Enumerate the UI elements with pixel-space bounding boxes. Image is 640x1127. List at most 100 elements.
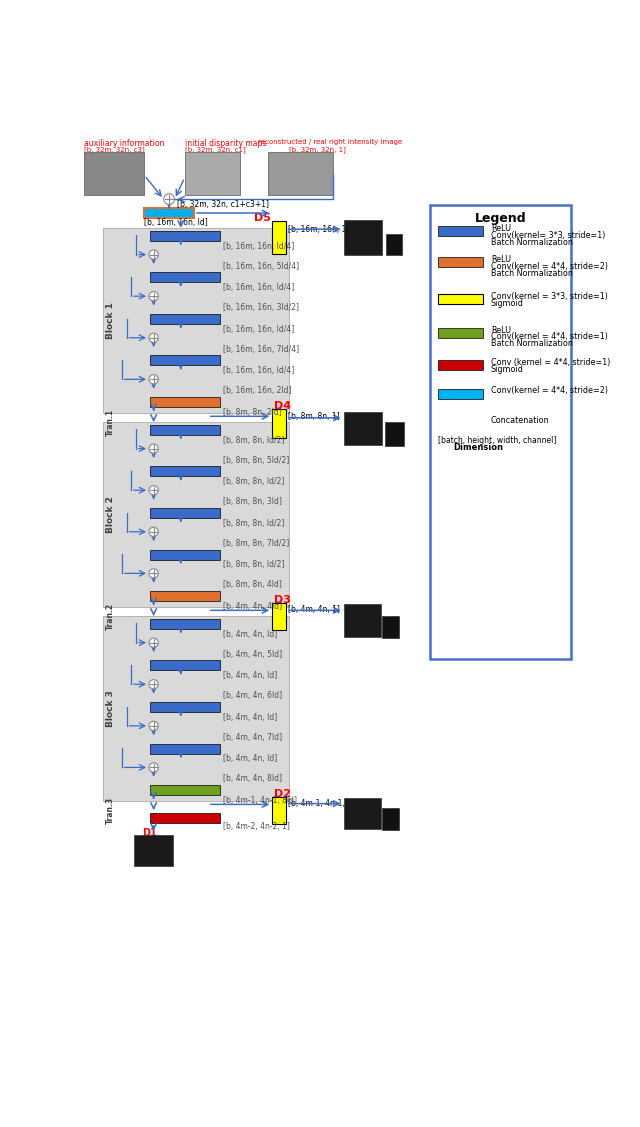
Text: [b, 16m, 16n, 1]: [b, 16m, 16n, 1] bbox=[289, 224, 350, 233]
Circle shape bbox=[442, 415, 454, 427]
FancyBboxPatch shape bbox=[344, 798, 381, 829]
Text: [b, 16m, 16n, 2ld]: [b, 16m, 16n, 2ld] bbox=[223, 387, 292, 396]
Text: [b, 4m-2, 4n-2, 1]: [b, 4m-2, 4n-2, 1] bbox=[223, 823, 291, 832]
FancyBboxPatch shape bbox=[382, 616, 399, 638]
Circle shape bbox=[149, 334, 158, 343]
Text: Sigmoid: Sigmoid bbox=[491, 365, 524, 374]
FancyBboxPatch shape bbox=[272, 409, 286, 438]
FancyBboxPatch shape bbox=[438, 328, 483, 338]
FancyBboxPatch shape bbox=[150, 467, 220, 477]
FancyBboxPatch shape bbox=[150, 660, 220, 671]
Text: [b, 4m, 4n, ld]: [b, 4m, 4n, ld] bbox=[223, 754, 278, 763]
FancyBboxPatch shape bbox=[103, 615, 289, 801]
Text: Concatenation: Concatenation bbox=[491, 416, 549, 425]
Text: Batch Normalization: Batch Normalization bbox=[491, 268, 573, 277]
Text: [b, 4m, 4n, 1]: [b, 4m, 4n, 1] bbox=[289, 605, 340, 614]
Text: [b, 32m, 32n, 1]: [b, 32m, 32n, 1] bbox=[289, 147, 346, 153]
Text: ReLU: ReLU bbox=[491, 326, 511, 335]
Text: Batch Normalization: Batch Normalization bbox=[491, 339, 573, 348]
FancyBboxPatch shape bbox=[438, 227, 483, 237]
Text: [b, 8m, 8n, 4ld]: [b, 8m, 8n, 4ld] bbox=[223, 580, 282, 589]
Text: [b, 16m, 16n, ld/4]: [b, 16m, 16n, ld/4] bbox=[223, 366, 294, 375]
Circle shape bbox=[149, 638, 158, 647]
Text: [b, 4m, 4n, 5ld]: [b, 4m, 4n, 5ld] bbox=[223, 650, 282, 658]
Text: [b, 16m, 16n, ld/4]: [b, 16m, 16n, ld/4] bbox=[223, 241, 294, 250]
Text: Tran.2: Tran.2 bbox=[106, 603, 115, 630]
FancyBboxPatch shape bbox=[84, 152, 145, 195]
Circle shape bbox=[149, 374, 158, 384]
Text: [b, 8m, 8n, 1]: [b, 8m, 8n, 1] bbox=[289, 411, 340, 420]
Text: Sigmoid: Sigmoid bbox=[491, 299, 524, 308]
Circle shape bbox=[149, 444, 158, 453]
Text: Conv (kernel = 4*4, stride=1): Conv (kernel = 4*4, stride=1) bbox=[491, 358, 610, 367]
FancyBboxPatch shape bbox=[103, 421, 289, 607]
Text: [b, 16m, 16n, 3ld/2]: [b, 16m, 16n, 3ld/2] bbox=[223, 303, 300, 312]
Text: Batch Normalization: Batch Normalization bbox=[491, 238, 573, 247]
FancyBboxPatch shape bbox=[385, 423, 404, 445]
Circle shape bbox=[149, 763, 158, 772]
Text: Conv(kernel = 4*4, stride=1): Conv(kernel = 4*4, stride=1) bbox=[491, 332, 607, 341]
FancyBboxPatch shape bbox=[272, 797, 286, 824]
Text: Tran.3: Tran.3 bbox=[106, 797, 115, 824]
FancyBboxPatch shape bbox=[150, 231, 220, 241]
FancyBboxPatch shape bbox=[150, 786, 220, 796]
Text: Legend: Legend bbox=[475, 212, 527, 225]
FancyBboxPatch shape bbox=[438, 294, 483, 304]
Text: [b, 8m, 8n, 5ld/2]: [b, 8m, 8n, 5ld/2] bbox=[223, 455, 290, 464]
FancyBboxPatch shape bbox=[344, 220, 382, 255]
FancyBboxPatch shape bbox=[184, 152, 241, 195]
Text: auxiliary information: auxiliary information bbox=[84, 139, 164, 148]
Text: Tran.1: Tran.1 bbox=[106, 409, 115, 436]
Text: Block 3: Block 3 bbox=[106, 690, 115, 727]
Text: [b, 4m, 4n, 6ld]: [b, 4m, 4n, 6ld] bbox=[223, 691, 282, 700]
Circle shape bbox=[164, 194, 175, 204]
Text: [b, 8m, 8n, ld/2]: [b, 8m, 8n, ld/2] bbox=[223, 560, 285, 569]
Text: [b, 8m, 8n, ld/2]: [b, 8m, 8n, ld/2] bbox=[223, 436, 285, 445]
FancyBboxPatch shape bbox=[386, 233, 402, 256]
Text: [b, 8m, 8n, 2ld]: [b, 8m, 8n, 2ld] bbox=[223, 408, 282, 417]
Text: [b, 16m, 16n, ld/4]: [b, 16m, 16n, ld/4] bbox=[223, 283, 294, 292]
Text: [b, 8m, 8n, ld/2]: [b, 8m, 8n, ld/2] bbox=[223, 518, 285, 527]
Text: [b, 32m, 32n, c1+c3+1]: [b, 32m, 32n, c1+c3+1] bbox=[177, 199, 269, 208]
FancyBboxPatch shape bbox=[150, 813, 220, 823]
Circle shape bbox=[149, 250, 158, 259]
Text: [batch, height, width, channel]: [batch, height, width, channel] bbox=[438, 436, 556, 445]
Text: [b, 4m, 4n, ld]: [b, 4m, 4n, ld] bbox=[223, 630, 278, 639]
Text: D1: D1 bbox=[142, 828, 157, 837]
Text: [b, 16m, 16n, ld]: [b, 16m, 16n, ld] bbox=[143, 218, 207, 227]
Text: Block 1: Block 1 bbox=[106, 302, 115, 339]
Circle shape bbox=[149, 486, 158, 495]
FancyBboxPatch shape bbox=[430, 204, 572, 659]
Text: [b, 4m, 4n, ld]: [b, 4m, 4n, ld] bbox=[223, 713, 278, 722]
FancyBboxPatch shape bbox=[272, 603, 286, 630]
Text: [b, 32m, 32n, c1]: [b, 32m, 32n, c1] bbox=[184, 147, 245, 153]
Text: Conv(kernel = 3*3, stride=1): Conv(kernel = 3*3, stride=1) bbox=[491, 292, 607, 301]
FancyBboxPatch shape bbox=[382, 808, 399, 829]
Text: D4: D4 bbox=[274, 400, 291, 410]
FancyBboxPatch shape bbox=[143, 208, 194, 219]
Text: [b, 8m, 8n, 7ld/2]: [b, 8m, 8n, 7ld/2] bbox=[223, 539, 290, 548]
Text: [b, 16m, 16n, ld/4]: [b, 16m, 16n, ld/4] bbox=[223, 325, 294, 334]
Text: [b, 16m, 16n, 5ld/4]: [b, 16m, 16n, 5ld/4] bbox=[223, 261, 300, 270]
Text: [b, 32m, 32n, c3]: [b, 32m, 32n, c3] bbox=[84, 147, 145, 153]
Text: Block 2: Block 2 bbox=[106, 496, 115, 533]
Text: [b, 4m-1, 4n-1, 8ld]: [b, 4m-1, 4n-1, 8ld] bbox=[223, 796, 298, 805]
Text: initial disparity maps: initial disparity maps bbox=[184, 139, 266, 148]
Circle shape bbox=[149, 680, 158, 689]
FancyBboxPatch shape bbox=[344, 412, 382, 445]
Text: ReLU: ReLU bbox=[491, 255, 511, 264]
FancyBboxPatch shape bbox=[438, 389, 483, 399]
Text: [b, 4m, 4n, 7ld]: [b, 4m, 4n, 7ld] bbox=[223, 733, 282, 742]
FancyBboxPatch shape bbox=[150, 744, 220, 754]
Text: [b, 8m, 8n, ld/2]: [b, 8m, 8n, ld/2] bbox=[223, 477, 285, 486]
FancyBboxPatch shape bbox=[268, 152, 333, 195]
Text: D5: D5 bbox=[254, 213, 271, 223]
Circle shape bbox=[149, 721, 158, 730]
Circle shape bbox=[149, 527, 158, 536]
FancyBboxPatch shape bbox=[150, 702, 220, 712]
Circle shape bbox=[149, 569, 158, 578]
FancyBboxPatch shape bbox=[438, 257, 483, 267]
Text: Dimension: Dimension bbox=[454, 443, 504, 452]
FancyBboxPatch shape bbox=[134, 835, 173, 866]
Text: Conv(kernel = 4*4, stride=2): Conv(kernel = 4*4, stride=2) bbox=[491, 387, 608, 396]
